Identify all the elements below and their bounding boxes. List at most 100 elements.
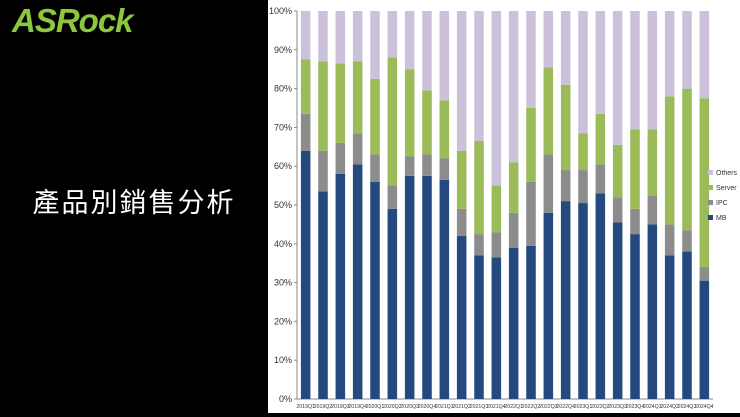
bar-segment-ipc — [370, 154, 380, 182]
bar-segment-others — [439, 11, 450, 101]
x-tick-label: 2022Q2 — [522, 404, 541, 410]
y-tick-label: 100% — [269, 6, 292, 16]
x-tick-label: 2024Q1 — [643, 404, 662, 410]
bar-segment-others — [422, 11, 432, 91]
bar-segment-ipc — [474, 234, 484, 256]
bar-segment-server — [647, 129, 658, 196]
y-tick-label: 80% — [274, 84, 292, 94]
bar-segment-others — [404, 11, 415, 70]
bar-segment-mb — [352, 164, 363, 399]
bar-segment-others — [335, 11, 346, 64]
bar-segment-server — [595, 113, 606, 165]
bar-segment-others — [699, 11, 710, 99]
x-tick-label: 2023Q2 — [591, 404, 610, 410]
legend-swatch-mb — [708, 215, 713, 220]
x-tick-label: 2021Q2 — [452, 404, 471, 410]
logo-text: ASRock — [11, 2, 135, 38]
y-tick-label: 70% — [274, 122, 292, 132]
bar-segment-mb — [508, 247, 519, 399]
bar-segment-ipc — [387, 185, 398, 209]
bar-segment-ipc — [543, 154, 554, 213]
x-tick-label: 2024Q2 — [660, 404, 679, 410]
bar-segment-others — [543, 11, 554, 68]
bar-segment-server — [664, 96, 675, 225]
bar-segment-server — [387, 57, 398, 186]
bar-segment-mb — [560, 201, 571, 399]
bar-segment-ipc — [352, 133, 363, 165]
bar-segment-ipc — [526, 181, 536, 246]
bar-segment-mb — [647, 224, 658, 399]
bar-segment-server — [404, 69, 415, 157]
bar-segment-ipc — [404, 156, 415, 176]
bar-segment-mb — [682, 251, 692, 399]
bar-segment-ipc — [560, 170, 571, 202]
bar-segment-server — [612, 144, 623, 198]
bar-segment-ipc — [508, 212, 519, 248]
legend-swatch-server — [708, 185, 713, 190]
x-tick-label: 2023Q3 — [608, 404, 627, 410]
bar-segment-server — [474, 140, 484, 235]
bar-segment-others — [318, 11, 328, 62]
bar-segment-mb — [422, 175, 432, 399]
bar-segment-others — [352, 11, 363, 62]
bar-segment-ipc — [318, 150, 328, 192]
bar-segment-server — [491, 185, 502, 233]
x-tick-label: 2022Q4 — [556, 404, 575, 410]
y-tick-label: 50% — [274, 200, 292, 210]
bar-segment-ipc — [664, 224, 675, 256]
bar-segment-ipc — [682, 230, 692, 252]
bar-segment-others — [370, 11, 380, 79]
bar-segment-ipc — [491, 232, 502, 258]
bar-segment-server — [699, 98, 710, 268]
bar-segment-mb — [526, 245, 536, 399]
bar-segment-ipc — [300, 113, 311, 151]
y-tick-label: 10% — [274, 355, 292, 365]
bar-segment-others — [387, 11, 398, 58]
chart-panel: 0% 10% 20% 30% 40% 50% 60% 70% 80% 90% 100% 2019Q1 2… — [268, 0, 740, 413]
x-tick-label: 2019Q1 — [296, 404, 315, 410]
bar-segment-others — [595, 11, 606, 114]
bar-segment-others — [491, 11, 502, 186]
x-tick-label: 2024Q3 — [678, 404, 697, 410]
bar-segment-server — [318, 61, 328, 151]
legend-label-server: Server — [716, 185, 737, 192]
x-tick-label: 2022Q1 — [504, 404, 523, 410]
x-tick-label: 2020Q3 — [400, 404, 419, 410]
y-tick-label: 90% — [274, 45, 292, 55]
x-tick-label: 2024Q4 — [695, 404, 714, 410]
bar-segment-server — [439, 100, 450, 159]
bar-segment-mb — [456, 236, 467, 399]
bar-segment-others — [664, 11, 675, 97]
bar-segment-server — [682, 88, 692, 231]
x-tick-label: 2020Q4 — [418, 404, 437, 410]
bar-segment-others — [630, 11, 640, 130]
legend-label-others: Others — [716, 170, 738, 177]
bar-segment-ipc — [595, 164, 606, 194]
bar-segment-mb — [699, 280, 710, 399]
x-tick-label: 2020Q1 — [366, 404, 385, 410]
bar-segment-server — [526, 108, 536, 182]
bar-segment-others — [647, 11, 658, 130]
bar-segment-mb — [543, 212, 554, 399]
x-tick-label: 2022Q3 — [539, 404, 558, 410]
bar-segment-others — [526, 11, 536, 108]
bar-segment-mb — [439, 179, 450, 399]
bar-segment-mb — [612, 222, 623, 399]
bar-segment-server — [630, 129, 640, 209]
bar-segment-mb — [404, 175, 415, 399]
x-tick-label: 2023Q1 — [574, 404, 593, 410]
x-tick-label: 2021Q4 — [487, 404, 506, 410]
legend-swatch-others — [708, 170, 713, 175]
bar-segment-ipc — [630, 208, 640, 235]
bar-segment-others — [682, 11, 692, 89]
slide-title: 產品別銷售分析 — [32, 188, 236, 219]
y-tick-label: 20% — [274, 316, 292, 326]
y-tick-label: 60% — [274, 161, 292, 171]
legend-label-mb: MB — [716, 215, 727, 222]
bar-segment-ipc — [439, 158, 450, 180]
bar-segment-server — [335, 63, 346, 143]
bar-segment-mb — [664, 255, 675, 399]
bar-segment-mb — [300, 150, 311, 399]
bar-segment-server — [456, 150, 467, 209]
bar-segment-mb — [491, 257, 502, 399]
